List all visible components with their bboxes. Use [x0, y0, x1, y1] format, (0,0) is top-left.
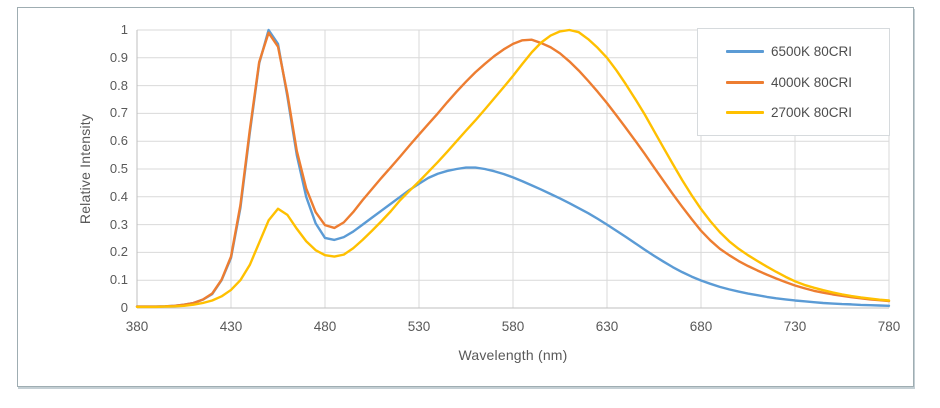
x-axis-title: Wavelength (nm)	[458, 347, 568, 363]
legend-entry-4000k: 4000K 80CRI	[726, 75, 889, 90]
series-line-4000k	[135, 31, 891, 308]
series-line-2700k	[135, 28, 891, 309]
legend-label-4000k: 4000K 80CRI	[771, 74, 853, 90]
legend-label-6500k: 6500K 80CRI	[771, 44, 853, 60]
legend-entry-2700k: 2700K 80CRI	[726, 105, 889, 120]
legend: 6500K 80CRI 4000K 80CRI 2700K 80CRI	[697, 28, 890, 136]
legend-label-2700k: 2700K 80CRI	[771, 104, 853, 120]
legend-entry-6500k: 6500K 80CRI	[726, 44, 889, 59]
y-axis-title: Relative Intensity	[77, 113, 93, 225]
legend-line-swatch-6500k	[726, 50, 764, 54]
legend-line-swatch-2700k	[726, 110, 764, 114]
legend-line-swatch-4000k	[726, 80, 764, 84]
